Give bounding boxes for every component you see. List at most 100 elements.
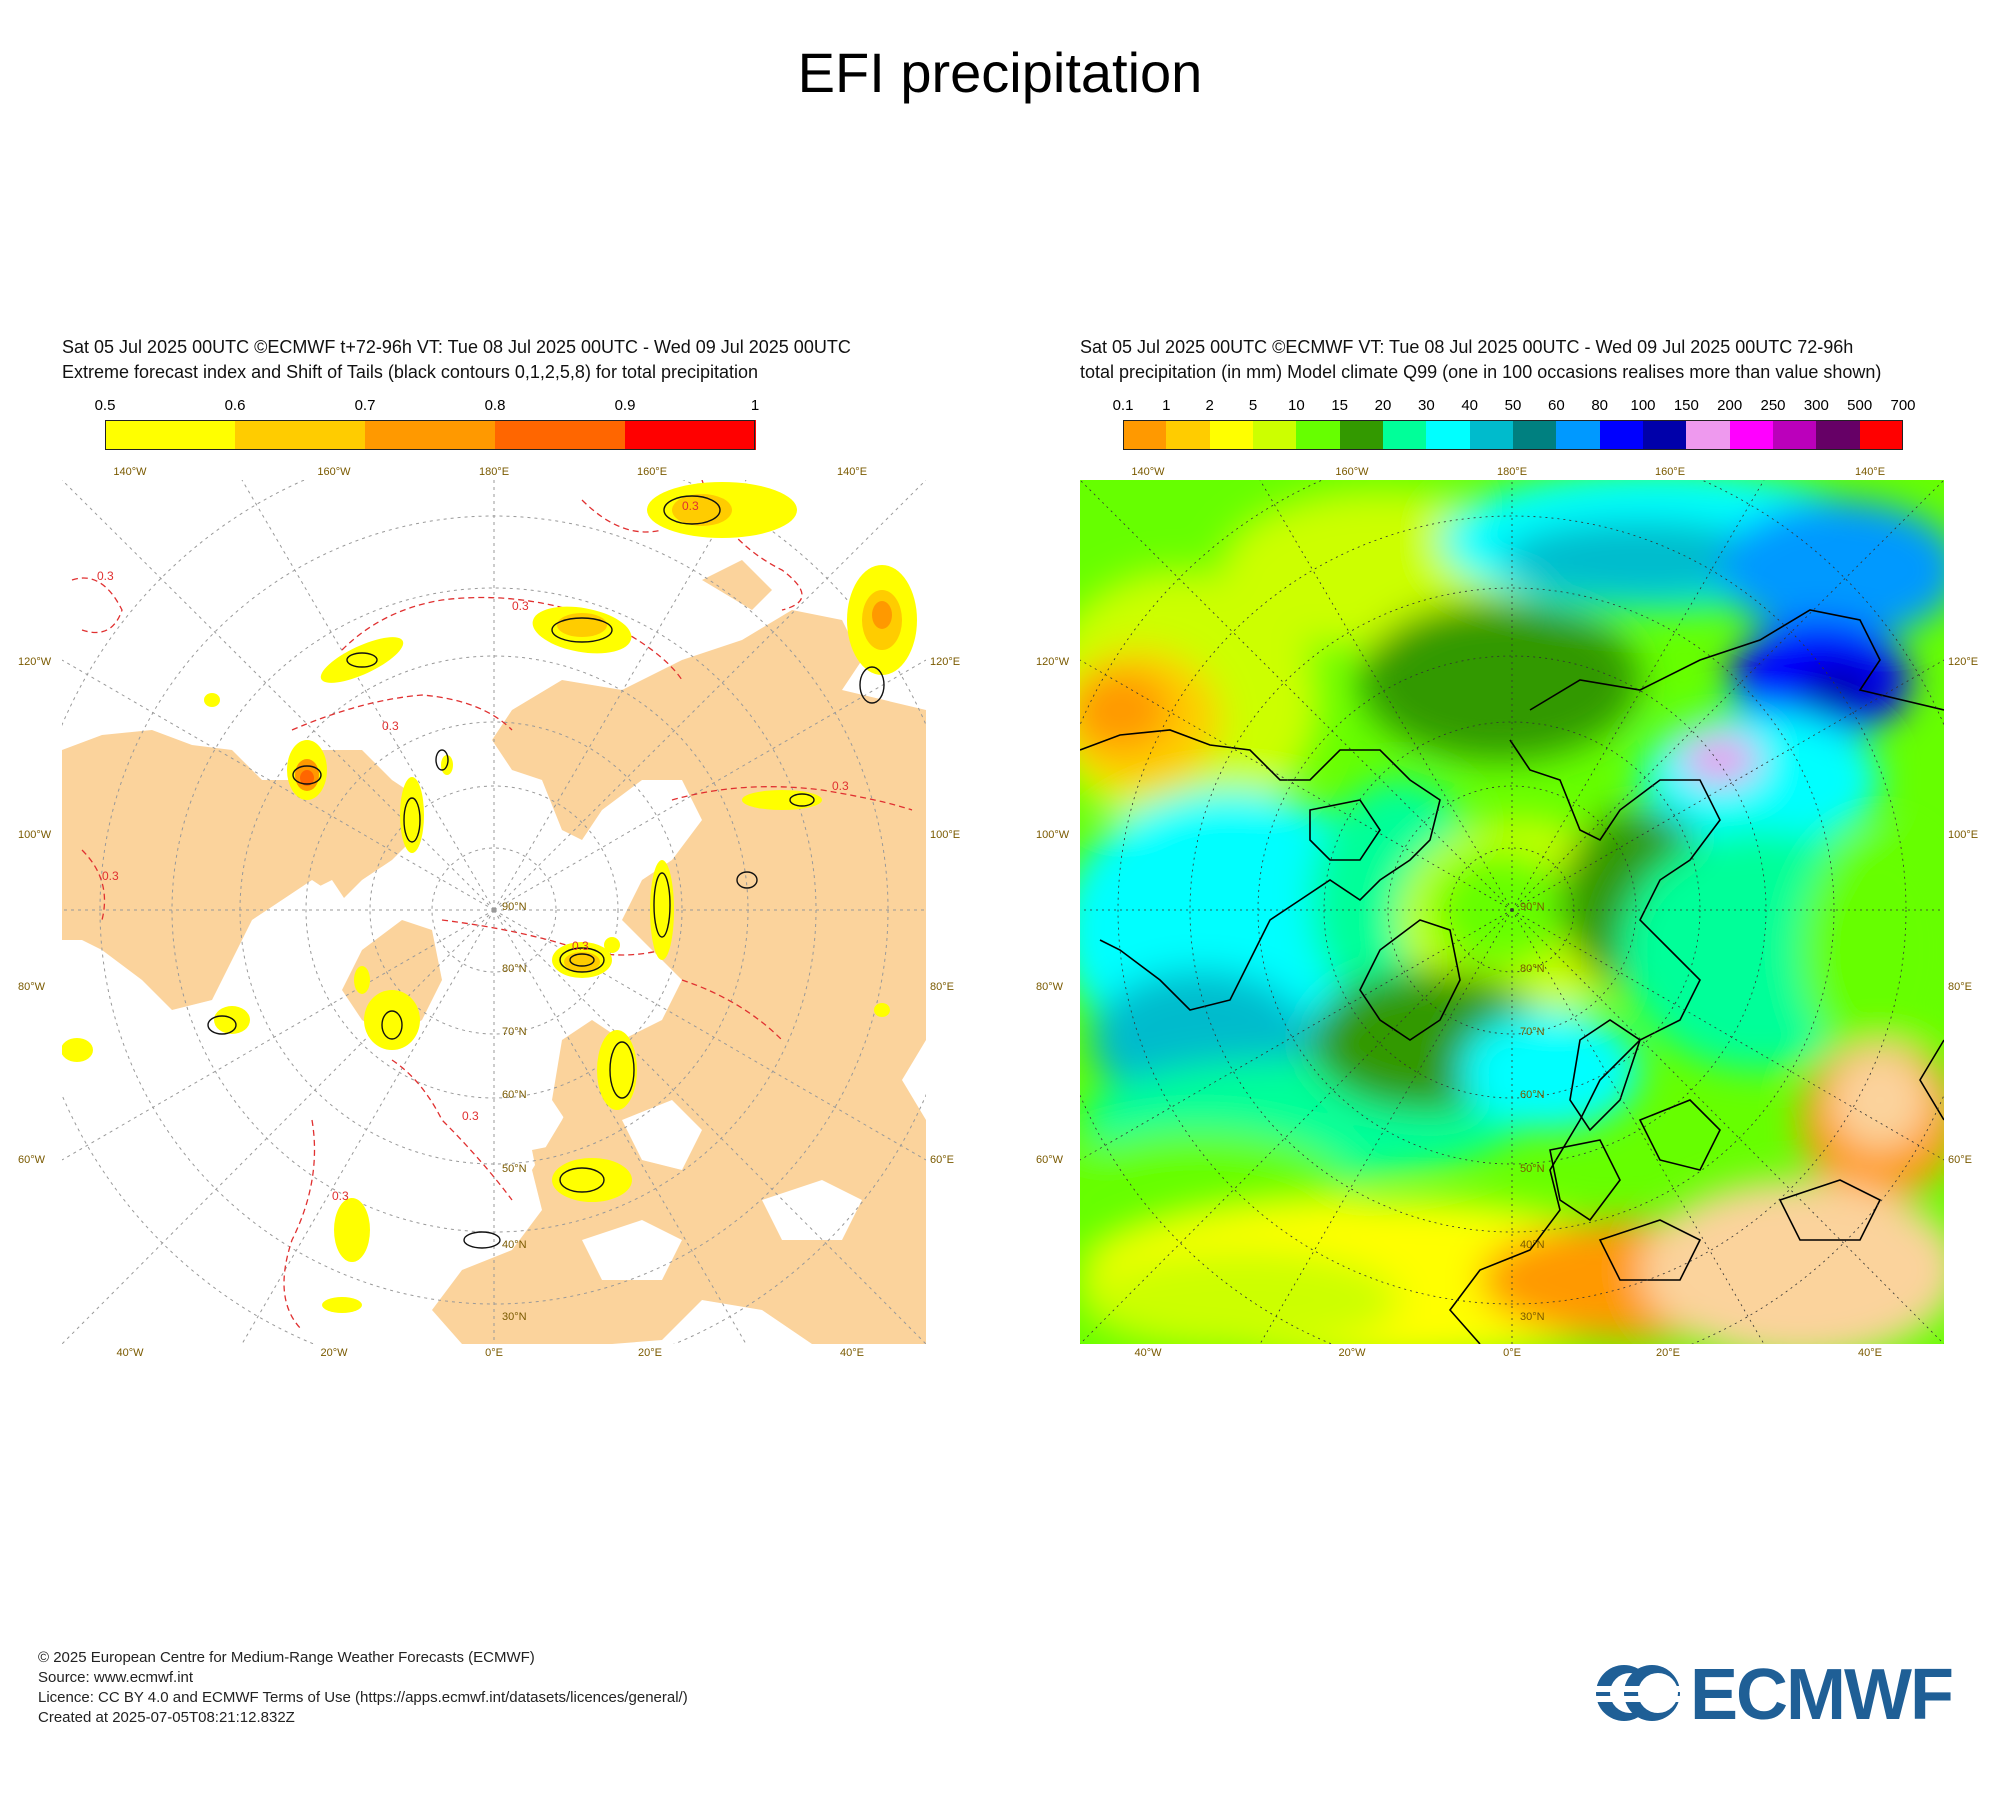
efi-lon-label-left: 120°W — [18, 656, 52, 668]
q99-panel: Sat 05 Jul 2025 00UTC ©ECMWF VT: Tue 08 … — [1036, 335, 1978, 1359]
efi-lat-label: 30°N — [502, 1311, 527, 1323]
footer-licence: Licence: CC BY 4.0 and ECMWF Terms of Us… — [38, 1689, 688, 1706]
q99-colorbar-tick: 20 — [1374, 397, 1392, 414]
q99-colorbar-tick: 700 — [1890, 397, 1916, 414]
q99-lon-label-bottom: 40°E — [1858, 1347, 1882, 1359]
q99-colorbar-swatch — [1513, 420, 1557, 450]
q99-colorbar-tick: 500 — [1847, 397, 1873, 414]
q99-header: Sat 05 Jul 2025 00UTC ©ECMWF VT: Tue 08 … — [1080, 335, 1881, 385]
efi-lon-label-bottom: 40°E — [840, 1347, 864, 1359]
q99-lat-label: 30°N — [1520, 1311, 1545, 1323]
efi-lon-label-top: 140°W — [113, 466, 147, 478]
q99-lon-label-top: 160°W — [1335, 466, 1369, 478]
q99-lon-label-top: 180°E — [1496, 466, 1528, 478]
efi-lat-label: 40°N — [502, 1239, 527, 1251]
efi-lon-label-top: 160°E — [636, 466, 668, 478]
q99-lon-label-right: 120°E — [1948, 656, 1979, 668]
q99-colorbar-swatch — [1209, 420, 1254, 450]
efi-colorbar: 0.5 0.6 0.7 0.8 0.9 1 — [95, 397, 759, 450]
q99-colorbar-swatch — [1383, 420, 1427, 450]
q99-map[interactable]: 30°N 40°N 50°N 60°N 70°N 80°N 90°N 140°W 160°W 1… — [1036, 466, 1978, 1359]
efi-map-canvas: 30°N 40°N 50°N 60°N 70°N 80°N 90°N 0.3 0.3 0.3 0.3… — [62, 480, 926, 1344]
q99-lon-label-bottom: 0°E — [1503, 1347, 1521, 1359]
q99-colorbar-swatch — [1643, 420, 1687, 450]
q99-colorbar-swatch — [1166, 420, 1211, 450]
efi-lon-label-left: 80°W — [18, 981, 46, 993]
q99-lon-label-bottom: 40°W — [1134, 1347, 1162, 1359]
ecmwf-logo-text: ECMWF — [1690, 1655, 1954, 1735]
q99-lon-label-left: 100°W — [1036, 829, 1070, 841]
efi-lon-label-left: 100°W — [18, 829, 52, 841]
q99-colorbar-swatch — [1816, 420, 1861, 450]
footer-source: Source: www.ecmwf.int — [38, 1669, 194, 1686]
q99-lon-label-top: 140°E — [1854, 466, 1886, 478]
efi-lat-labels: 30°N 40°N 50°N 60°N 70°N 80°N 90°N — [502, 901, 527, 1323]
q99-lon-label-right: 80°E — [1948, 981, 1972, 993]
efi-colorbar-swatch — [495, 420, 626, 450]
q99-colorbar-swatch — [1426, 420, 1471, 450]
q99-colorbar-swatch — [1686, 420, 1731, 450]
q99-colorbar-tick: 30 — [1417, 397, 1435, 414]
efi-lon-label-bottom: 20°W — [320, 1347, 348, 1359]
q99-colorbar-tick: 40 — [1461, 397, 1478, 414]
efi-colorbar-swatch — [235, 420, 366, 450]
efi-contour-label: 0.3 — [462, 1109, 479, 1123]
efi-colorbar-swatch — [365, 420, 496, 450]
q99-graticule — [1080, 480, 1944, 1344]
q99-colorbar-tick: 2 — [1205, 397, 1214, 414]
q99-colorbar-swatch — [1773, 420, 1817, 450]
efi-colorbar-swatch — [625, 420, 756, 450]
ecmwf-logo-icon — [1590, 1665, 1690, 1721]
q99-colorbar-swatch — [1729, 420, 1774, 450]
efi-colorbar-swatch — [105, 420, 236, 450]
q99-header-line1: Sat 05 Jul 2025 00UTC ©ECMWF VT: Tue 08 … — [1080, 337, 1854, 357]
q99-lat-label: 60°N — [1520, 1089, 1545, 1101]
q99-colorbar-frame — [1123, 420, 1903, 450]
q99-lon-label-right: 100°E — [1948, 829, 1979, 841]
q99-colorbar-swatch — [1339, 420, 1384, 450]
efi-colorbar-tick: 0.8 — [484, 397, 506, 414]
efi-lon-label-bottom: 40°W — [116, 1347, 144, 1359]
q99-lon-label-left: 80°W — [1036, 981, 1064, 993]
q99-colorbar-swatch — [1296, 420, 1341, 450]
q99-map-canvas: 30°N 40°N 50°N 60°N 70°N 80°N 90°N — [1080, 480, 1944, 1344]
efi-panel: Sat 05 Jul 2025 00UTC ©ECMWF t+72-96h VT… — [18, 335, 960, 1359]
efi-colorbar-frame — [105, 420, 755, 450]
efi-graticule — [62, 480, 926, 1344]
q99-colorbar-tick: 150 — [1673, 397, 1699, 414]
efi-lon-label-right: 60°E — [930, 1154, 954, 1166]
q99-colorbar-tick: 10 — [1287, 397, 1305, 414]
efi-contour-label: 0.3 — [382, 719, 399, 733]
q99-shading — [1080, 480, 1944, 1344]
q99-colorbar-tick: 1 — [1162, 397, 1171, 414]
q99-colorbar-swatch — [1859, 420, 1904, 450]
efi-colorbar-tick: 0.9 — [614, 397, 636, 414]
efi-map[interactable]: 30°N 40°N 50°N 60°N 70°N 80°N 90°N 0.3 0.3 0.3 0.3… — [18, 466, 960, 1359]
q99-colorbar-tick: 300 — [1803, 397, 1829, 414]
efi-lon-label-right: 120°E — [930, 656, 961, 668]
q99-lon-label-right: 60°E — [1948, 1154, 1972, 1166]
footer-credits: © 2025 European Centre for Medium-Range … — [38, 1648, 688, 1728]
efi-lat-label: 50°N — [502, 1163, 527, 1175]
q99-colorbar: 0.1 1 2 5 10 15 20 30 40 50 60 80 100 150 200 250 300 500… — [1113, 397, 1916, 450]
efi-colorbar-tick: 0.6 — [224, 397, 246, 414]
efi-contour-label: 0.3 — [512, 599, 529, 613]
efi-contour-label: 0.3 — [97, 569, 114, 583]
footer-copyright: © 2025 European Centre for Medium-Range … — [38, 1649, 535, 1666]
efi-contour-label: 0.3 — [682, 499, 699, 513]
q99-colorbar-tick: 100 — [1630, 397, 1656, 414]
q99-colorbar-swatch — [1556, 420, 1601, 450]
q99-lon-label-bottom: 20°E — [1656, 1347, 1680, 1359]
efi-lon-label-right: 80°E — [930, 981, 954, 993]
efi-contour-label: 0.3 — [572, 939, 589, 953]
efi-colorbar-tick: 1 — [750, 397, 760, 414]
q99-header-line2: total precipitation (in mm) Model climat… — [1080, 362, 1882, 382]
efi-lat-label: 90°N — [502, 901, 527, 913]
q99-lon-label-left: 120°W — [1036, 656, 1070, 668]
q99-lat-label: 90°N — [1520, 901, 1545, 913]
q99-colorbar-tick: 50 — [1504, 397, 1522, 414]
q99-lat-label: 50°N — [1520, 1163, 1545, 1175]
q99-colorbar-tick: 0.1 — [1112, 397, 1134, 414]
q99-lon-label-bottom: 20°W — [1338, 1347, 1366, 1359]
q99-colorbar-swatch — [1253, 420, 1297, 450]
